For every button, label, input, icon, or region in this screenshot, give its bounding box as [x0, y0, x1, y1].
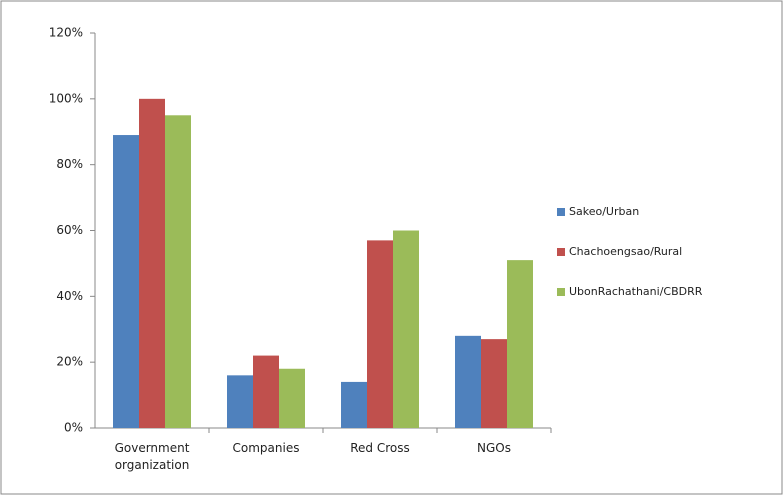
y-tick-label: 120% — [49, 26, 83, 40]
legend-swatch — [557, 288, 565, 296]
x-tick-label: NGOs — [477, 441, 511, 455]
x-tick-label: Government organization — [114, 441, 190, 472]
bar — [393, 230, 419, 428]
bar — [367, 240, 393, 428]
bar — [253, 355, 279, 428]
bar — [227, 375, 253, 428]
y-tick-label: 80% — [56, 157, 83, 171]
legend-label: Chachoengsao/Rural — [569, 245, 682, 258]
legend-swatch — [557, 208, 565, 216]
y-tick-label: 60% — [56, 223, 83, 237]
bar — [165, 115, 191, 429]
x-tick-label: Red Cross — [350, 441, 410, 455]
y-tick-label: 0% — [64, 421, 83, 435]
bar — [341, 381, 367, 428]
bar — [113, 135, 139, 428]
legend-swatch — [557, 248, 565, 256]
legend-label: UbonRachathani/CBDRR — [569, 285, 703, 298]
bar — [279, 368, 305, 428]
bar — [139, 98, 165, 428]
x-tick-label: Companies — [232, 441, 300, 455]
bar — [455, 335, 481, 428]
y-tick-label: 20% — [56, 355, 83, 369]
y-tick-label: 40% — [56, 289, 83, 303]
bar — [507, 260, 533, 428]
y-tick-label: 100% — [49, 91, 83, 105]
legend-label: Sakeo/Urban — [569, 205, 639, 218]
bar — [481, 339, 507, 428]
